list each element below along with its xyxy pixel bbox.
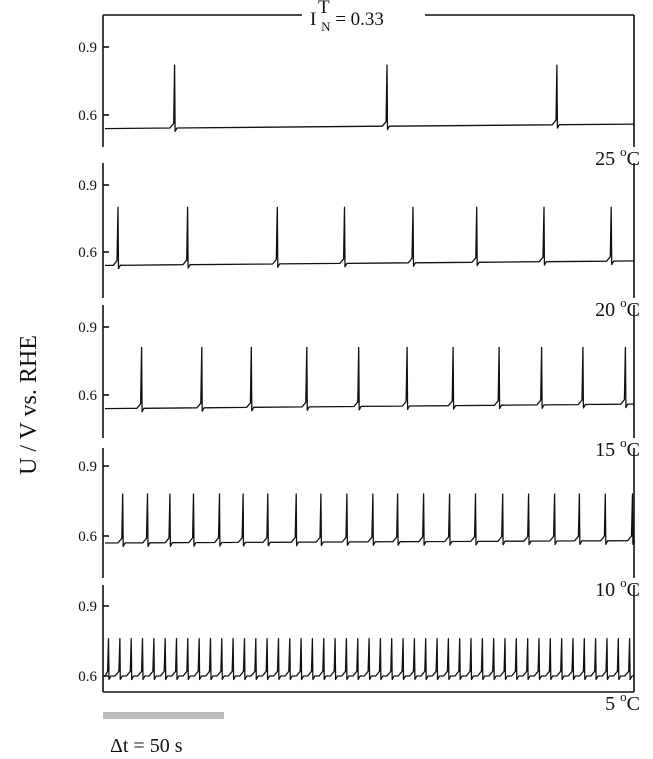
y-tick-label: 0.6 — [78, 388, 97, 404]
panel-25C: 0.90.625 oC — [78, 15, 640, 170]
potential-trace — [105, 639, 635, 680]
panel-10C: 0.90.610 oC — [78, 448, 640, 601]
title-superscript: T — [318, 0, 330, 18]
potential-trace — [105, 207, 635, 268]
potential-trace — [105, 494, 635, 546]
time-scale-bar — [103, 712, 224, 719]
y-tick-label: 0.6 — [78, 529, 97, 545]
panel-15C: 0.90.615 oC — [78, 305, 640, 461]
y-tick-label: 0.9 — [78, 599, 97, 615]
panels-group: 0.90.625 oC0.90.620 oC0.90.615 oC0.90.61… — [78, 15, 640, 715]
y-tick-label: 0.9 — [78, 320, 97, 336]
time-scale-label: Δt = 50 s — [110, 735, 183, 757]
y-tick-label: 0.6 — [78, 108, 97, 124]
title-subscript: N — [321, 19, 331, 34]
y-tick-label: 0.9 — [78, 459, 97, 475]
y-tick-label: 0.9 — [78, 40, 97, 56]
y-axis-label: U / V vs. RHE — [16, 335, 42, 475]
y-tick-label: 0.6 — [78, 669, 97, 685]
potential-trace — [105, 65, 635, 131]
y-tick-label: 0.9 — [78, 178, 97, 194]
temperature-label: 5 oC — [605, 689, 640, 715]
title-main: I — [310, 9, 316, 30]
y-tick-label: 0.6 — [78, 245, 97, 261]
panel-20C: 0.90.620 oC — [78, 163, 640, 321]
title-rest: = 0.33 — [335, 9, 384, 30]
potential-trace — [105, 347, 635, 411]
panel-5C: 0.9 0.6 5 oC — [78, 585, 640, 715]
